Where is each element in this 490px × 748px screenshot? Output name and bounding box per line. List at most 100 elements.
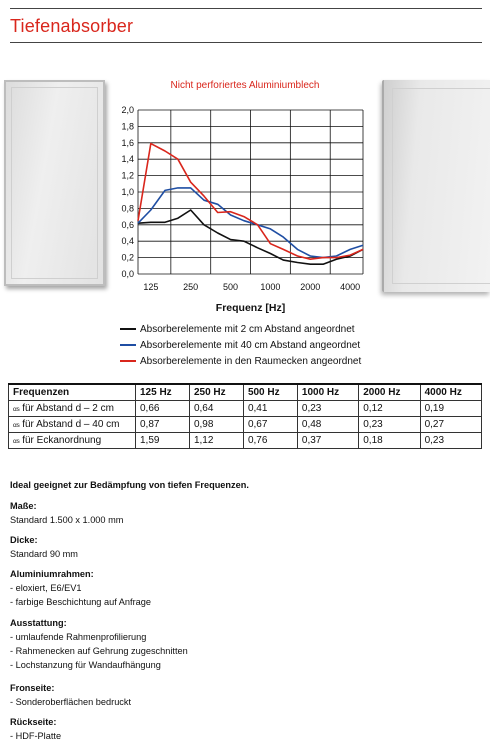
row-label-text: für Eckanordnung bbox=[22, 435, 102, 446]
table-header-cell: 4000 Hz bbox=[419, 383, 483, 401]
legend-label: Absorberelemente mit 2 cm Abstand angeor… bbox=[140, 323, 355, 335]
chart-x-label: Frequenz [Hz] bbox=[215, 302, 286, 314]
table-header-cell: 1000 Hz bbox=[296, 383, 360, 401]
legend-item-40cm: Absorberelemente mit 40 cm Abstand angeo… bbox=[120, 337, 361, 353]
absorption-chart: Nicht perforiertes Aluminiumblech 0,0 0,2… bbox=[110, 76, 380, 316]
legend-label: Absorberelemente in den Raumecken angeor… bbox=[140, 355, 362, 367]
section-heading: Ausstattung: bbox=[10, 618, 67, 628]
section-text: Standard 90 mm bbox=[10, 549, 78, 559]
list-item: - farbige Beschichtung auf Anfrage bbox=[10, 597, 151, 607]
section-ausstattung: Ausstattung: - umlaufende Rahmenprofilie… bbox=[10, 616, 188, 672]
section-dicke: Dicke: Standard 90 mm bbox=[10, 533, 78, 561]
panel-image-right bbox=[382, 80, 490, 292]
table-header-row: Frequenzen 125 Hz 250 Hz 500 Hz 1000 Hz … bbox=[8, 383, 483, 401]
y-tick-label: 0,2 bbox=[121, 253, 134, 263]
chart-legend: Absorberelemente mit 2 cm Abstand angeor… bbox=[120, 321, 361, 369]
series-line-0 bbox=[137, 209, 364, 265]
list-item: - Sonderoberflächen bedruckt bbox=[10, 697, 132, 707]
table-cell: 0,23 bbox=[419, 432, 483, 449]
table-header-cell: 125 Hz bbox=[135, 383, 190, 401]
table-row-label: αs für Abstand d – 2 cm bbox=[8, 400, 136, 417]
chart-svg: 0,0 0,2 0,4 0,6 0,8 1,0 1,2 1,4 1,6 1,8 2,0 125 250 5… bbox=[121, 105, 364, 292]
section-heading: Fronseite: bbox=[10, 683, 55, 693]
y-tick-label: 0,8 bbox=[121, 203, 134, 213]
list-item: - Rahmenecken auf Gehrung zugeschnitten bbox=[10, 646, 188, 656]
x-tick-label: 1000 bbox=[260, 282, 280, 292]
table-row-label: αs für Eckanordnung bbox=[8, 432, 136, 449]
y-tick-label: 0,6 bbox=[121, 220, 134, 230]
table-cell: 0,64 bbox=[188, 400, 244, 417]
section-text: Standard 1.500 x 1.000 mm bbox=[10, 515, 124, 525]
intro-line: Ideal geeignet zur Bedämpfung von tiefen… bbox=[10, 480, 249, 490]
table-header-cell: Frequenzen bbox=[8, 383, 136, 401]
table-header-cell: 2000 Hz bbox=[358, 383, 421, 401]
table-cell: 0,76 bbox=[242, 432, 298, 449]
table-cell: 1,59 bbox=[135, 432, 190, 449]
table-cell: 0,27 bbox=[419, 416, 483, 433]
table-cell: 0,19 bbox=[419, 400, 483, 417]
table-row: αs für Eckanordnung 1,59 1,12 0,76 0,37 … bbox=[8, 432, 483, 449]
section-heading: Aluminiumrahmen: bbox=[10, 569, 94, 579]
list-item: - Lochstanzung für Wandaufhängung bbox=[10, 660, 161, 670]
top-rule bbox=[10, 8, 482, 9]
x-tick-label: 2000 bbox=[300, 282, 320, 292]
table-cell: 0,37 bbox=[296, 432, 360, 449]
table-cell: 0,87 bbox=[135, 416, 190, 433]
section-heading: Rückseite: bbox=[10, 717, 57, 727]
legend-swatch-black bbox=[120, 328, 136, 330]
table-header-cell: 250 Hz bbox=[188, 383, 244, 401]
y-tick-label: 1,0 bbox=[121, 187, 134, 197]
table-cell: 0,12 bbox=[358, 400, 421, 417]
y-tick-label: 1,2 bbox=[121, 171, 134, 181]
table-header-cell: 500 Hz bbox=[242, 383, 298, 401]
section-fronseite: Fronseite: - Sonderoberflächen bedruckt bbox=[10, 681, 131, 709]
y-tick-label: 2,0 bbox=[121, 105, 134, 115]
table-cell: 0,18 bbox=[358, 432, 421, 449]
page-title: Tiefenabsorber bbox=[10, 16, 134, 36]
table-cell: 0,98 bbox=[188, 416, 244, 433]
series-line-2 bbox=[137, 142, 364, 260]
chart-title: Nicht perforiertes Aluminiumblech bbox=[170, 80, 320, 91]
section-rahmen: Aluminiumrahmen: - eloxiert, E6/EV1 - fa… bbox=[10, 567, 151, 609]
frequency-table: Frequenzen 125 Hz 250 Hz 500 Hz 1000 Hz … bbox=[8, 383, 483, 449]
intro-text: Ideal geeignet zur Bedämpfung von tiefen… bbox=[10, 478, 249, 492]
y-tick-label: 1,6 bbox=[121, 138, 134, 148]
table-row: αs für Abstand d – 2 cm 0,66 0,64 0,41 0… bbox=[8, 400, 483, 417]
table-cell: 0,41 bbox=[242, 400, 298, 417]
x-tick-label: 500 bbox=[223, 282, 238, 292]
alpha-symbol: αs bbox=[13, 422, 20, 429]
y-tick-label: 0,0 bbox=[121, 269, 134, 279]
table-cell: 1,12 bbox=[188, 432, 244, 449]
alpha-symbol: αs bbox=[13, 438, 20, 445]
row-label-text: für Abstand d – 2 cm bbox=[22, 403, 114, 414]
y-tick-label: 1,4 bbox=[121, 154, 134, 164]
table-cell: 0,23 bbox=[296, 400, 360, 417]
alpha-symbol: αs bbox=[13, 406, 20, 413]
title-rule bbox=[10, 42, 482, 43]
legend-label: Absorberelemente mit 40 cm Abstand angeo… bbox=[140, 339, 361, 351]
list-item: - eloxiert, E6/EV1 bbox=[10, 583, 82, 593]
table-row-label: αs für Abstand d – 40 cm bbox=[8, 416, 136, 433]
x-tick-label: 125 bbox=[143, 282, 158, 292]
row-label-text: für Abstand d – 40 cm bbox=[22, 419, 120, 430]
legend-swatch-red bbox=[120, 360, 136, 362]
y-tick-label: 0,4 bbox=[121, 236, 134, 246]
section-heading: Dicke: bbox=[10, 535, 38, 545]
y-tick-label: 1,8 bbox=[121, 121, 134, 131]
table-cell: 0,23 bbox=[358, 416, 421, 433]
table-row: αs für Abstand d – 40 cm 0,87 0,98 0,67 … bbox=[8, 416, 483, 433]
legend-item-corner: Absorberelemente in den Raumecken angeor… bbox=[120, 353, 361, 369]
x-tick-label: 4000 bbox=[340, 282, 360, 292]
x-tick-label: 250 bbox=[183, 282, 198, 292]
table-cell: 0,48 bbox=[296, 416, 360, 433]
legend-item-2cm: Absorberelemente mit 2 cm Abstand angeor… bbox=[120, 321, 361, 337]
section-heading: Maße: bbox=[10, 501, 37, 511]
table-cell: 0,67 bbox=[242, 416, 298, 433]
panel-image-left bbox=[4, 80, 105, 286]
table-cell: 0,66 bbox=[135, 400, 190, 417]
section-rueckseite: Rückseite: - HDF-Platte bbox=[10, 715, 61, 743]
list-item: - HDF-Platte bbox=[10, 731, 62, 741]
list-item: - umlaufende Rahmenprofilierung bbox=[10, 632, 147, 642]
section-masse: Maße: Standard 1.500 x 1.000 mm bbox=[10, 499, 123, 527]
legend-swatch-blue bbox=[120, 344, 136, 346]
